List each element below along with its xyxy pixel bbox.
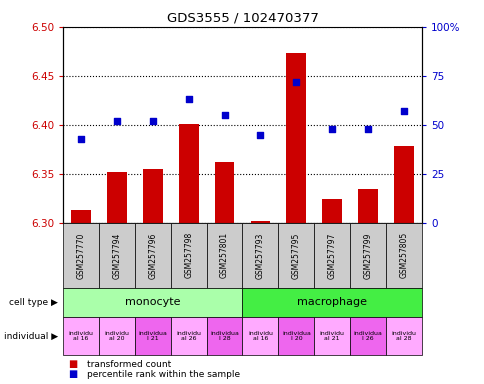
Point: [399, 108, 407, 114]
Text: transformed count: transformed count: [87, 359, 171, 369]
Bar: [250, 221, 270, 223]
Point: [77, 136, 85, 142]
Point: [256, 131, 264, 138]
Bar: [349, 317, 385, 355]
Bar: [170, 317, 206, 355]
Text: ■: ■: [68, 369, 77, 379]
Text: GSM257794: GSM257794: [112, 232, 121, 278]
Text: GSM257797: GSM257797: [327, 232, 336, 278]
Bar: [314, 317, 349, 355]
Bar: [322, 199, 341, 223]
Bar: [135, 317, 170, 355]
Point: [328, 126, 335, 132]
Text: individual ▶: individual ▶: [4, 331, 58, 341]
Text: individua
l 20: individua l 20: [281, 331, 310, 341]
Text: GSM257795: GSM257795: [291, 232, 300, 278]
Text: individua
l 26: individua l 26: [353, 331, 382, 341]
Text: individua
l 28: individua l 28: [210, 331, 239, 341]
Text: percentile rank within the sample: percentile rank within the sample: [87, 370, 240, 379]
Text: individu
al 21: individu al 21: [319, 331, 344, 341]
Bar: [135, 223, 170, 288]
Bar: [214, 162, 234, 223]
Text: GSM257770: GSM257770: [76, 232, 85, 278]
Text: GSM257798: GSM257798: [184, 232, 193, 278]
Text: cell type ▶: cell type ▶: [9, 298, 58, 307]
Text: GSM257793: GSM257793: [256, 232, 264, 278]
Text: GSM257799: GSM257799: [363, 232, 372, 278]
Text: ■: ■: [68, 359, 77, 369]
Bar: [349, 223, 385, 288]
Bar: [242, 223, 278, 288]
Bar: [385, 317, 421, 355]
Bar: [242, 288, 421, 317]
Bar: [385, 223, 421, 288]
Bar: [393, 146, 413, 223]
Text: individua
l 21: individua l 21: [138, 331, 167, 341]
Bar: [242, 317, 278, 355]
Bar: [71, 210, 91, 223]
Text: GSM257801: GSM257801: [220, 232, 228, 278]
Point: [292, 79, 300, 85]
Title: GDS3555 / 102470377: GDS3555 / 102470377: [166, 11, 318, 24]
Bar: [170, 223, 206, 288]
Bar: [358, 189, 377, 223]
Bar: [314, 223, 349, 288]
Bar: [206, 317, 242, 355]
Bar: [143, 169, 162, 223]
Bar: [107, 172, 126, 223]
Bar: [63, 223, 99, 288]
Bar: [286, 53, 305, 223]
Text: individu
al 28: individu al 28: [391, 331, 416, 341]
Point: [113, 118, 121, 124]
Bar: [179, 124, 198, 223]
Point: [149, 118, 156, 124]
Text: monocyte: monocyte: [125, 297, 180, 308]
Bar: [206, 223, 242, 288]
Text: individu
al 26: individu al 26: [176, 331, 201, 341]
Text: individu
al 16: individu al 16: [68, 331, 93, 341]
Text: GSM257805: GSM257805: [399, 232, 408, 278]
Bar: [278, 223, 314, 288]
Bar: [99, 317, 135, 355]
Bar: [99, 223, 135, 288]
Bar: [278, 317, 314, 355]
Point: [184, 96, 192, 103]
Text: individu
al 16: individu al 16: [247, 331, 272, 341]
Text: macrophage: macrophage: [297, 297, 366, 308]
Point: [363, 126, 371, 132]
Bar: [63, 317, 99, 355]
Text: GSM257796: GSM257796: [148, 232, 157, 278]
Point: [220, 112, 228, 118]
Bar: [63, 288, 242, 317]
Text: individu
al 20: individu al 20: [104, 331, 129, 341]
